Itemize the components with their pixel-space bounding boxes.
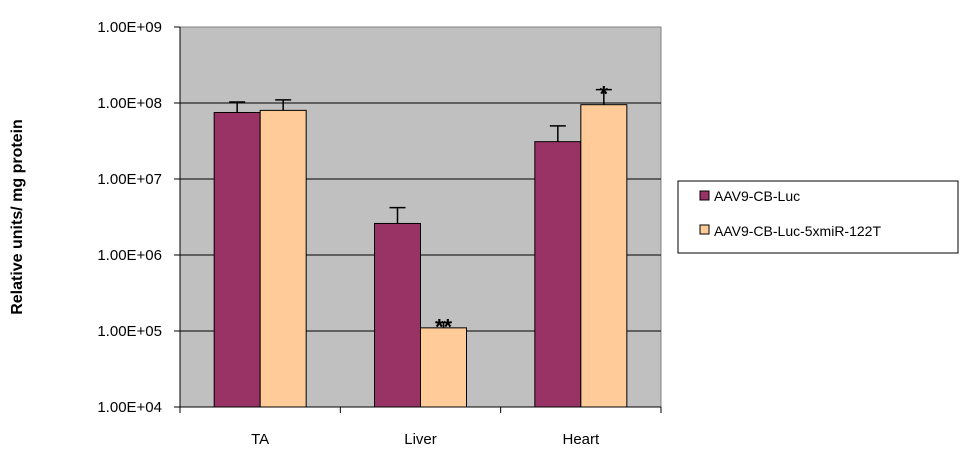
y-tick-label-5: 1.00E+09 <box>97 19 162 36</box>
legend-swatch-0 <box>699 190 710 201</box>
legend: AAV9-CB-Luc AAV9-CB-Luc-5xmiR-122T <box>677 180 959 254</box>
axes-group <box>179 27 661 408</box>
legend-label-1: AAV9-CB-Luc-5xmiR-122T <box>714 223 881 239</box>
bar-ta-0 <box>213 111 261 408</box>
x-ticks-group: TA Liver Heart <box>179 407 662 448</box>
bar-heart-1 <box>580 104 628 408</box>
x-tick-label-1: Liver <box>404 431 437 448</box>
y-tick-label-1: 1.00E+05 <box>97 323 162 340</box>
legend-swatch-1 <box>699 224 710 235</box>
y-axis-label: Relative units/ mg protein <box>9 119 26 315</box>
error-bars-group <box>229 88 612 328</box>
y-tick-label-2: 1.00E+06 <box>97 247 162 264</box>
bar-liver-1 <box>420 327 467 408</box>
bar-heart-0 <box>534 141 582 408</box>
y-ticks-group: 1.00E+04 1.00E+05 1.00E+06 1.00E+07 1.00E+08… <box>97 19 180 416</box>
bar-ta-1 <box>259 109 307 408</box>
y-tick-label-3: 1.00E+07 <box>97 171 162 188</box>
x-tick-label-0: TA <box>251 431 269 448</box>
annotations-group: *** <box>435 82 609 340</box>
annotation-0: ** <box>435 314 453 339</box>
x-tick-label-2: Heart <box>562 431 600 448</box>
bar-liver-0 <box>374 222 421 408</box>
legend-box <box>677 180 959 254</box>
legend-label-0: AAV9-CB-Luc <box>714 188 800 204</box>
annotation-1: * <box>600 82 609 107</box>
y-tick-label-0: 1.00E+04 <box>97 399 162 416</box>
y-tick-label-4: 1.00E+08 <box>97 95 162 112</box>
